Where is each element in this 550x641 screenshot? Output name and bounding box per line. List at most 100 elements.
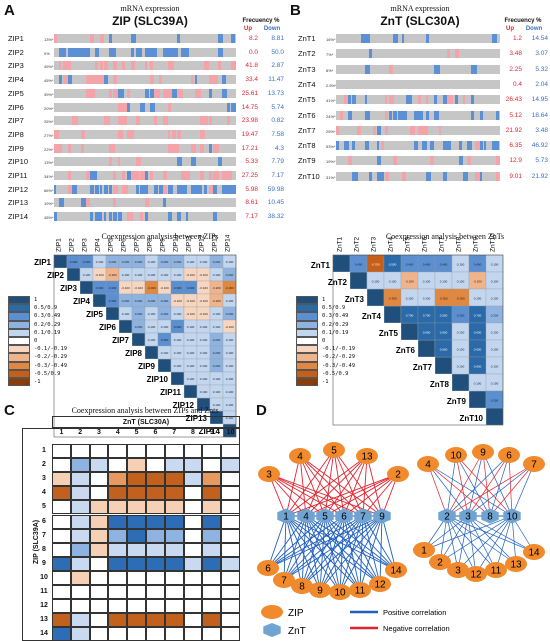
panel-c-cell [70,585,90,600]
zip-corr-value: 0.100 [226,299,234,303]
zip-bar-segment [113,47,116,57]
zip-node [349,582,371,598]
panel-c-cell [202,613,222,628]
znt-label: 9 [379,512,385,523]
panel-a-title: ZIP (SLC39A) [112,14,188,28]
zip-bar-segment [199,116,206,126]
panel-c-cell [221,472,240,487]
zip-legend-swatch [8,328,30,337]
znt-corr-cell [451,339,470,358]
panel-c-cell [146,570,165,585]
zip-node [387,466,409,482]
zip-legend-swatch [8,304,30,313]
znt-corr-cell [366,271,385,290]
negative-edge [285,455,368,517]
znt-bar-segment [389,95,394,105]
zip-bar-segment [113,88,118,98]
zip-bar-segment [108,143,115,153]
znt-bar-segment [393,156,397,166]
zip-bar-segment [140,212,143,222]
zip-bar-segment [208,184,214,194]
znt-diag-cell [417,339,436,358]
panel-c-cell [221,500,240,515]
znt-corr-value: 0.500 [440,314,448,318]
znt-row-down: 46.92 [531,142,548,150]
zip-corr-cell [222,267,237,282]
zip-bar-segment [226,116,231,126]
znt-legend-label: -0.3/-0.49 [322,362,356,369]
zip-bar-segment [135,47,143,57]
zip-bar-segment [167,212,172,222]
zip-bar-segment [122,61,125,71]
zip-row-label: ZIP12 [8,184,29,194]
zip-bar-segment [190,143,196,153]
panel-c-cell [70,599,90,614]
zip-corr-cell [131,293,146,308]
zip-label: 11 [355,586,366,597]
zip-row-bar [54,171,236,180]
positive-edge [283,515,326,581]
znt-bar-segment [446,141,451,151]
znt-legend-swatch [296,320,318,329]
panel-c-col-num: 9 [209,429,214,436]
zip-bar-segment [176,212,181,222]
znt-corr-cell [485,356,504,375]
zip-corr-cell [131,254,146,269]
znt-row-label: ZnT8 [430,380,450,389]
zip-row-up: 7.17 [245,213,258,221]
panel-c-cell [52,472,71,487]
negative-edge [446,463,535,517]
znt-bar-segment [405,95,411,105]
zip-label: 1 [421,546,427,557]
zip-node [447,562,469,578]
znt-bar-segment [372,125,376,135]
zip-bar-segment [94,212,100,222]
zip-corr-value: 0.100 [213,312,221,316]
zip-bar-segment [94,75,101,85]
zip-bar-segment [131,171,138,180]
zip-corr-cell [131,280,146,295]
panel-c-cell [52,514,71,529]
zip-bar-segment [113,184,119,194]
panel-c-cell [183,542,203,557]
positive-edge [267,515,307,569]
panel-c-cell [52,613,71,628]
panel-c-cell [221,556,240,571]
zip-legend-swatch [8,296,30,305]
zip-corr-cell [118,293,133,308]
zip-corr-value: 0.100 [148,325,156,329]
znt-bar-segment [463,95,466,105]
negative-edge [455,454,513,517]
zip-corr-cell [144,254,159,269]
znt-bar-segment [413,110,419,120]
znt-corr-value: -0.200 [405,280,414,284]
zip-corr-value: 0.100 [213,377,221,381]
znt-bar-segment [356,125,361,135]
zip-corr-cell [92,280,107,295]
zip-bar-segment [154,47,158,57]
zip-corr-value: 0.300 [83,260,91,264]
zip-row-label: ZIP1 [8,34,24,43]
zip-legend-swatch [8,378,30,387]
zip-corr-cell [183,280,198,295]
positive-edge [339,515,383,593]
zip-row-pct: 34%* [44,174,54,179]
znt-row-bar [336,171,500,181]
znt-corr-value: 0.700 [474,314,482,318]
znt-row-pct: 8%* [326,67,334,73]
panel-c-cell [164,599,184,614]
panel-c-cell [89,514,109,529]
zip-row-bar [54,129,236,139]
znt-corr-value: 0.300 [491,399,499,403]
znt-bar-segment [495,156,500,166]
znt-row-down: 14.54 [531,35,548,42]
zip-corr-cell [222,358,237,373]
panel-c-cell [108,613,128,628]
znt-row-label: ZnT5 [379,329,399,338]
panel-c-cell [146,542,165,557]
positive-edge [423,515,513,551]
positive-edge [285,515,303,587]
zip-label: 7 [281,576,287,587]
zip-bar-segment [90,75,96,85]
panel-c-cell [70,528,90,543]
